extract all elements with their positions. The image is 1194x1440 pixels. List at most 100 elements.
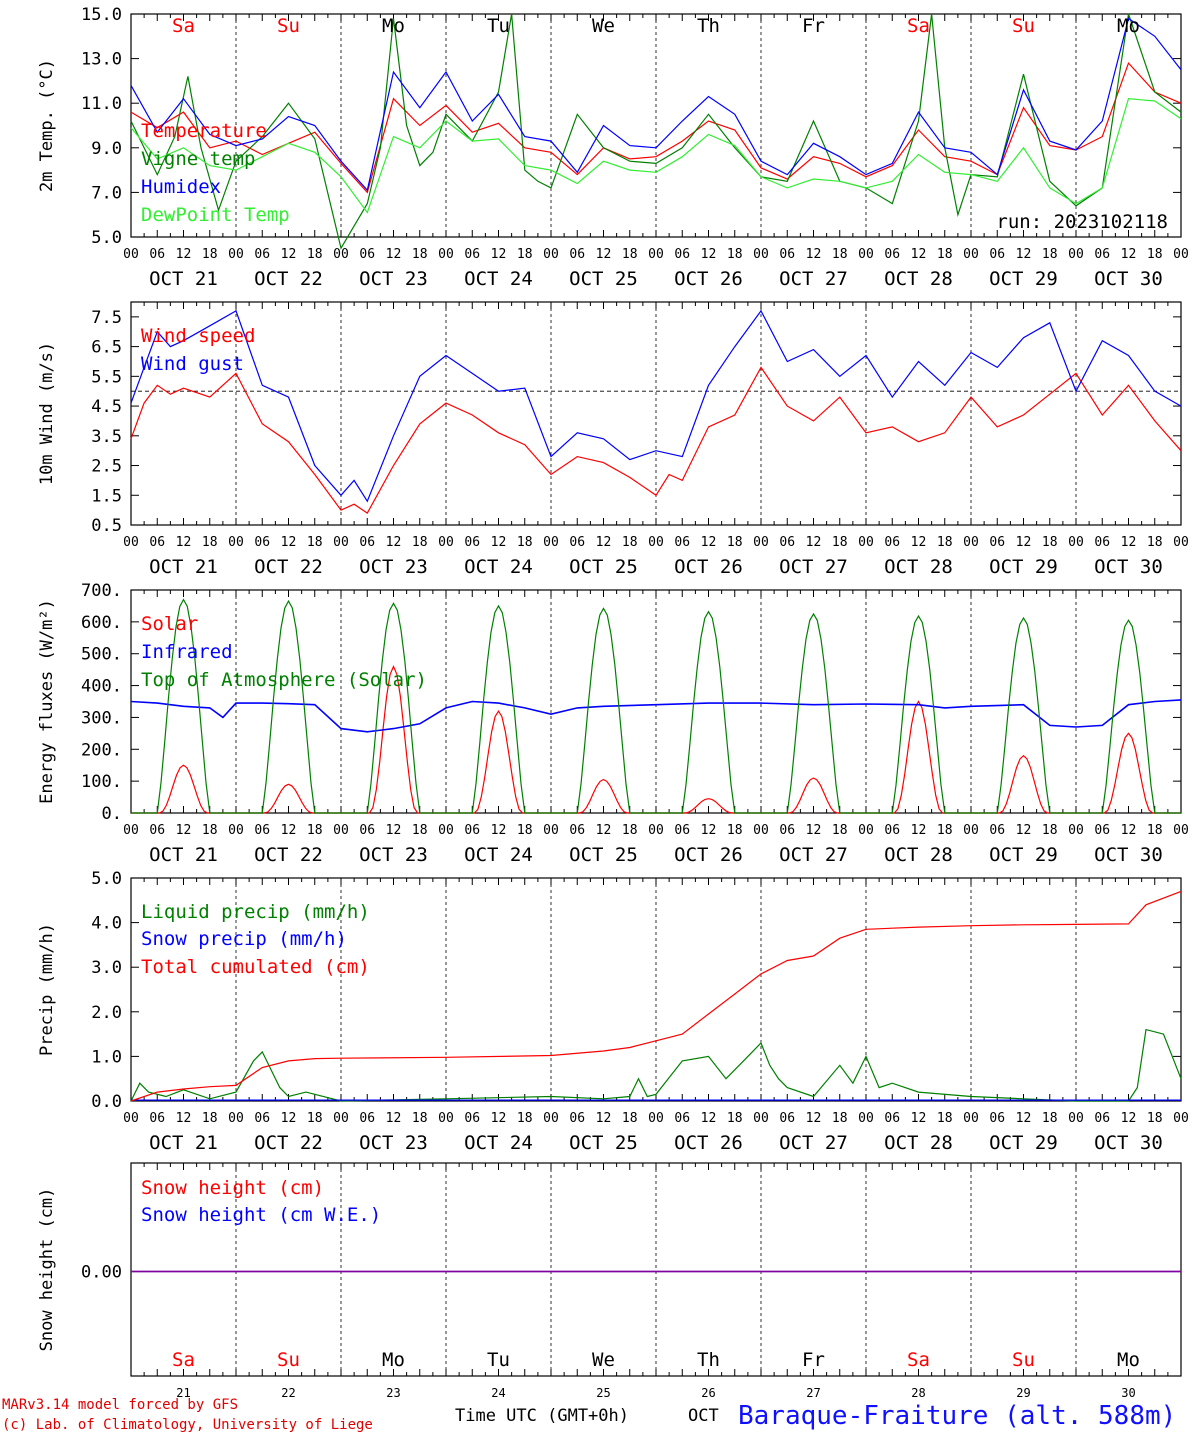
hour-tick-label: 06 bbox=[464, 535, 480, 550]
hour-tick-label: 06 bbox=[464, 823, 480, 838]
legend-vigne-temp: Vigne temp bbox=[141, 148, 255, 170]
date-label: OCT 27 bbox=[779, 844, 848, 866]
hour-tick-label: 12 bbox=[701, 535, 717, 550]
hour-tick-label: 00 bbox=[963, 247, 979, 262]
hour-tick-label: 18 bbox=[307, 1111, 323, 1126]
y-tick-label: 0.5 bbox=[91, 516, 122, 536]
day-name-top: Su bbox=[277, 15, 300, 37]
series-top-of-atmosphere-solar- bbox=[131, 598, 1181, 814]
hour-tick-label: 06 bbox=[884, 535, 900, 550]
day-number: 29 bbox=[1016, 1386, 1030, 1400]
hour-tick-label: 12 bbox=[1121, 823, 1137, 838]
hour-tick-label: 12 bbox=[701, 1111, 717, 1126]
y-tick-label: 3.0 bbox=[91, 958, 122, 978]
y-tick-label: 11.0 bbox=[81, 94, 122, 114]
legend-solar: Solar bbox=[141, 613, 198, 635]
legend-snow-height-cm-: Snow height (cm) bbox=[141, 1177, 324, 1199]
hour-tick-label: 06 bbox=[254, 1111, 270, 1126]
hour-tick-label: 06 bbox=[989, 535, 1005, 550]
hour-tick-label: 18 bbox=[937, 247, 953, 262]
hour-tick-label: 12 bbox=[596, 1111, 612, 1126]
date-label: OCT 25 bbox=[569, 844, 638, 866]
hour-tick-label: 12 bbox=[1016, 1111, 1032, 1126]
date-label: OCT 25 bbox=[569, 268, 638, 290]
hour-tick-label: 00 bbox=[438, 823, 454, 838]
hour-tick-label: 18 bbox=[517, 1111, 533, 1126]
hour-tick-label: 06 bbox=[989, 1111, 1005, 1126]
hour-tick-label: 06 bbox=[674, 247, 690, 262]
hour-tick-label: 06 bbox=[464, 1111, 480, 1126]
date-label: OCT 22 bbox=[254, 1132, 323, 1154]
hour-tick-label: 00 bbox=[858, 1111, 874, 1126]
hour-tick-label: 00 bbox=[543, 823, 559, 838]
hour-tick-label: 12 bbox=[1121, 535, 1137, 550]
hour-tick-label: 00 bbox=[228, 823, 244, 838]
hour-tick-label: 06 bbox=[1094, 1111, 1110, 1126]
hour-tick-label: 18 bbox=[832, 823, 848, 838]
hour-tick-label: 06 bbox=[254, 247, 270, 262]
date-label: OCT 26 bbox=[674, 1132, 743, 1154]
hour-tick-label: 18 bbox=[1042, 1111, 1058, 1126]
date-label: OCT 29 bbox=[989, 1132, 1058, 1154]
hour-tick-label: 06 bbox=[569, 535, 585, 550]
y-tick-label: 7.5 bbox=[91, 308, 122, 328]
date-label: OCT 23 bbox=[359, 1132, 428, 1154]
hour-tick-label: 12 bbox=[596, 823, 612, 838]
hour-tick-label: 06 bbox=[359, 535, 375, 550]
hour-tick-label: 00 bbox=[333, 823, 349, 838]
hour-tick-label: 00 bbox=[1173, 823, 1189, 838]
hour-tick-label: 12 bbox=[1016, 247, 1032, 262]
y-axis-label-2: 10m Wind (m/s) bbox=[37, 342, 57, 485]
hour-tick-label: 12 bbox=[281, 823, 297, 838]
hour-tick-label: 18 bbox=[727, 535, 743, 550]
date-label: OCT 30 bbox=[1094, 1132, 1163, 1154]
hour-tick-label: 12 bbox=[1016, 823, 1032, 838]
hour-tick-label: 06 bbox=[1094, 823, 1110, 838]
hour-tick-label: 00 bbox=[963, 823, 979, 838]
hour-tick-label: 00 bbox=[543, 535, 559, 550]
date-label: OCT 29 bbox=[989, 844, 1058, 866]
y-tick-label: 3.5 bbox=[91, 427, 122, 447]
hour-tick-label: 06 bbox=[779, 1111, 795, 1126]
hour-tick-label: 18 bbox=[412, 247, 428, 262]
hour-tick-label: 00 bbox=[1068, 823, 1084, 838]
legend-snow-precip-mm-h-: Snow precip (mm/h) bbox=[141, 928, 347, 950]
hour-tick-label: 18 bbox=[832, 1111, 848, 1126]
hour-tick-label: 12 bbox=[701, 247, 717, 262]
hour-tick-label: 18 bbox=[1147, 1111, 1163, 1126]
date-label: OCT 30 bbox=[1094, 556, 1163, 578]
date-label: OCT 21 bbox=[149, 844, 218, 866]
legend-wind-gust: Wind gust bbox=[141, 353, 244, 375]
y-tick-label: 2.0 bbox=[91, 1003, 122, 1023]
hour-tick-label: 06 bbox=[464, 247, 480, 262]
hour-tick-label: 00 bbox=[123, 1111, 139, 1126]
day-name-bottom: Sa bbox=[172, 1349, 195, 1371]
y-axis-label-1: 2m Temp. (°C) bbox=[37, 59, 57, 192]
hour-tick-label: 12 bbox=[911, 247, 927, 262]
hour-tick-label: 06 bbox=[884, 1111, 900, 1126]
y-tick-label: 7.0 bbox=[91, 183, 122, 203]
hour-tick-label: 12 bbox=[281, 247, 297, 262]
hour-tick-label: 18 bbox=[622, 823, 638, 838]
hour-tick-label: 12 bbox=[596, 247, 612, 262]
hour-tick-label: 12 bbox=[176, 247, 192, 262]
date-label: OCT 24 bbox=[464, 1132, 533, 1154]
date-label: OCT 30 bbox=[1094, 844, 1163, 866]
date-label: OCT 28 bbox=[884, 556, 953, 578]
y-tick-label: 700. bbox=[81, 581, 122, 601]
day-name-top: Su bbox=[1012, 15, 1035, 37]
y-tick-label: 13.0 bbox=[81, 50, 122, 70]
day-name-bottom: We bbox=[592, 1349, 615, 1371]
hour-tick-label: 06 bbox=[569, 1111, 585, 1126]
day-number: 27 bbox=[806, 1386, 820, 1400]
y-tick-label: 4.5 bbox=[91, 397, 122, 417]
hour-tick-label: 00 bbox=[228, 247, 244, 262]
legend-humidex: Humidex bbox=[141, 176, 221, 198]
series-temperature bbox=[130, 61, 1182, 194]
hour-tick-label: 00 bbox=[1068, 247, 1084, 262]
hour-tick-label: 12 bbox=[806, 247, 822, 262]
date-label: OCT 25 bbox=[569, 556, 638, 578]
date-label: OCT 22 bbox=[254, 556, 323, 578]
day-name-top: Mo bbox=[1117, 15, 1140, 37]
hour-tick-label: 12 bbox=[281, 1111, 297, 1126]
